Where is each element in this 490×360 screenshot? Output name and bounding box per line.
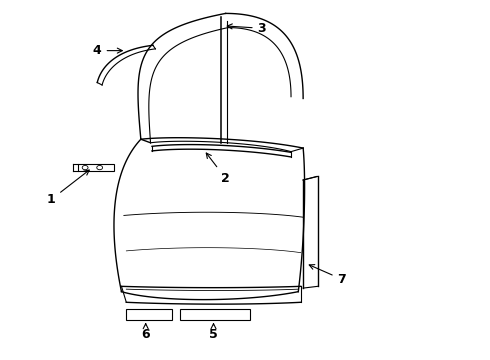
Text: 1: 1 xyxy=(47,170,89,206)
Text: 2: 2 xyxy=(206,153,230,185)
Text: 5: 5 xyxy=(209,324,218,341)
Text: 6: 6 xyxy=(142,324,150,341)
Text: 7: 7 xyxy=(309,265,346,286)
Text: 3: 3 xyxy=(227,22,266,35)
Text: 4: 4 xyxy=(93,44,122,57)
